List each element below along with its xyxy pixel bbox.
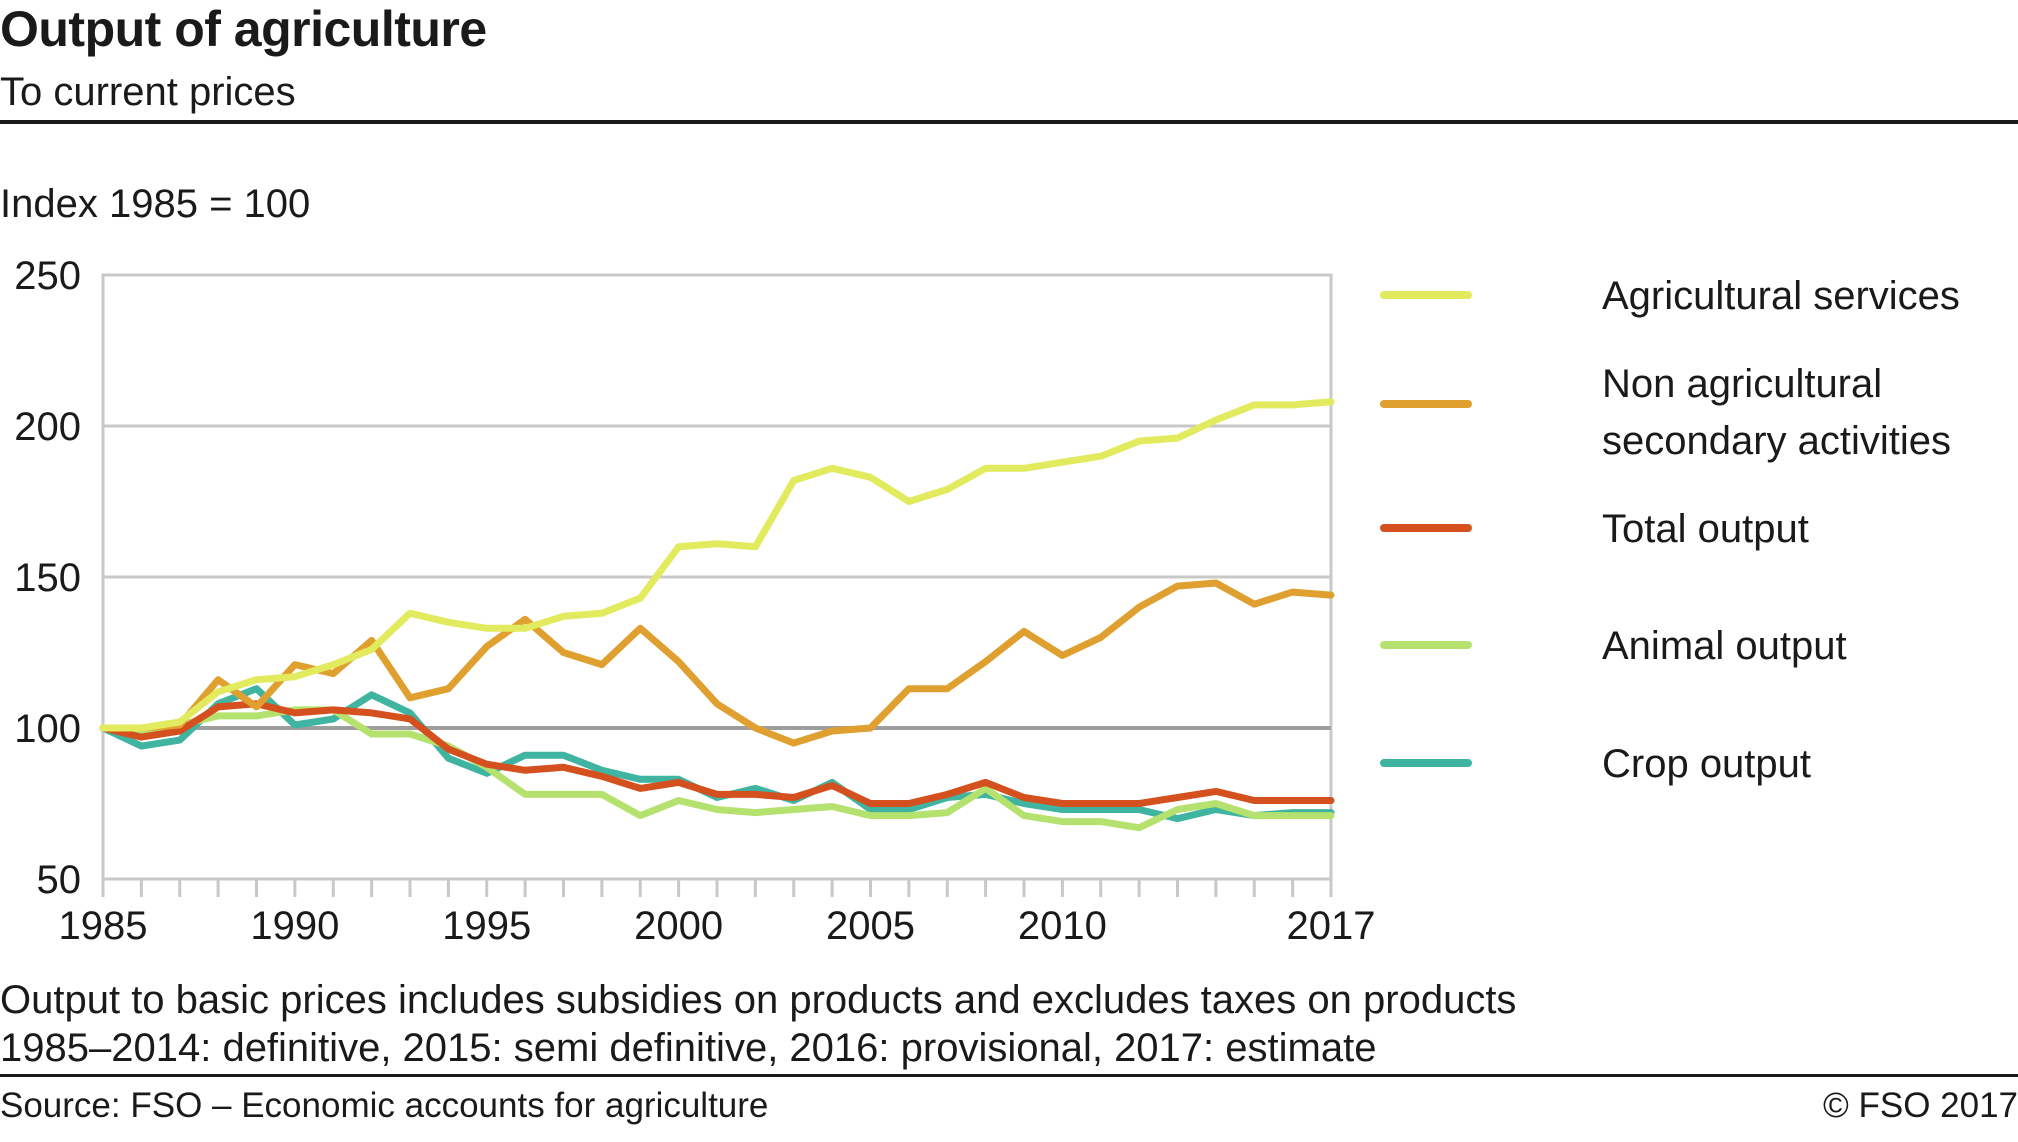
- legend-item-animal-output: Animal output: [1380, 618, 2000, 736]
- y-tick-label: 150: [14, 556, 81, 600]
- copyright: © FSO 2017: [1822, 1086, 2018, 1125]
- y-axis-ticks: 50 100 150 200 250: [14, 254, 81, 902]
- chart-series: [99, 398, 1335, 832]
- line-chart: 50 100 150 200 250 1985 1990 1995 2000 2005 2010 2…: [14, 254, 1376, 948]
- y-axis-unit-label: Index 1985 = 100: [0, 182, 311, 226]
- legend-swatch: [1380, 291, 1472, 299]
- x-axis-ticks: 1985 1990 1995 2000 2005 2010 2017: [59, 879, 1376, 948]
- x-tick-label: 1990: [250, 904, 339, 948]
- legend-item-non-agricultural: Non agricultural secondary activities: [1380, 356, 2000, 501]
- legend-label: Total output: [1602, 507, 1809, 551]
- legend-label: Crop output: [1602, 742, 1812, 786]
- legend-item-crop-output: Crop output: [1380, 736, 2000, 796]
- series-line-non-agricultural-secondary-activities: [99, 579, 1335, 747]
- y-tick-label: 250: [14, 254, 81, 298]
- source-note: Source: FSO – Economic accounts for agri…: [0, 1086, 769, 1125]
- y-tick-label: 50: [37, 858, 82, 902]
- footnote-data-status: 1985–2014: definitive, 2015: semi defini…: [0, 1026, 1377, 1070]
- chart-title: Output of agriculture: [0, 1, 487, 57]
- x-tick-label: 2017: [1287, 904, 1376, 948]
- legend: Agricultural services Non agricultural s…: [1380, 268, 2000, 796]
- legend-item-total-output: Total output: [1380, 501, 2000, 618]
- legend-item-agricultural-services: Agricultural services: [1380, 268, 2000, 356]
- x-tick-label: 2000: [634, 904, 723, 948]
- legend-label: Animal output: [1602, 624, 1847, 668]
- legend-swatch: [1380, 400, 1472, 408]
- legend-swatch: [1380, 641, 1472, 649]
- legend-swatch: [1380, 524, 1472, 532]
- legend-swatch: [1380, 759, 1472, 767]
- y-tick-label: 100: [14, 707, 81, 751]
- x-tick-label: 2005: [826, 904, 915, 948]
- footnote-basic-prices: Output to basic prices includes subsidie…: [0, 978, 1517, 1022]
- legend-label: Agricultural services: [1602, 274, 1960, 318]
- legend-label: Non agricultural secondary activities: [1602, 362, 1952, 463]
- series-line-agricultural-services: [99, 398, 1335, 732]
- grid-lines: [101, 273, 1333, 881]
- series-line-total-output: [99, 700, 1335, 807]
- x-tick-label: 2010: [1018, 904, 1107, 948]
- x-tick-label: 1985: [59, 904, 148, 948]
- footer-divider: [0, 1074, 2018, 1077]
- header-divider: [0, 120, 2018, 124]
- x-tick-label: 1995: [442, 904, 531, 948]
- chart-subtitle: To current prices: [0, 70, 296, 114]
- y-tick-label: 200: [14, 405, 81, 449]
